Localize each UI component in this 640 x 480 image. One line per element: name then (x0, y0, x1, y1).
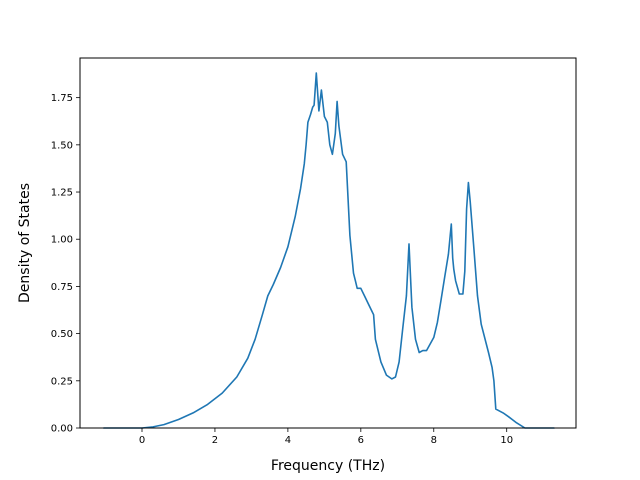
y-tick-label: 1.75 (51, 93, 73, 104)
x-tick-label: 8 (431, 435, 437, 446)
y-tick-label: 1.00 (51, 235, 73, 246)
axes-frame (79, 57, 577, 429)
y-axis-title: Density of States (17, 183, 33, 303)
x-tick-label: 2 (212, 435, 218, 446)
x-tick-label: 4 (285, 435, 291, 446)
y-tick-label: 0.50 (51, 329, 73, 340)
plot-area (102, 72, 555, 429)
y-tick-label: 0.75 (51, 282, 73, 293)
x-axis-title: Frequency (THz) (271, 458, 385, 474)
x-tick-label: 0 (139, 435, 145, 446)
y-tick-label: 0.25 (51, 376, 73, 387)
y-tick-label: 1.50 (51, 140, 73, 151)
dos-series-line-0 (102, 72, 555, 429)
axis-ticks: 0 2 4 6 8 10 0.00 0.25 0.50 0.75 1.00 1.25 1.50 1.75 (51, 93, 513, 446)
x-tick-label: 10 (500, 435, 513, 446)
y-tick-label: 0.00 (51, 424, 73, 435)
x-tick-label: 6 (358, 435, 364, 446)
y-tick-label: 1.25 (51, 188, 73, 199)
